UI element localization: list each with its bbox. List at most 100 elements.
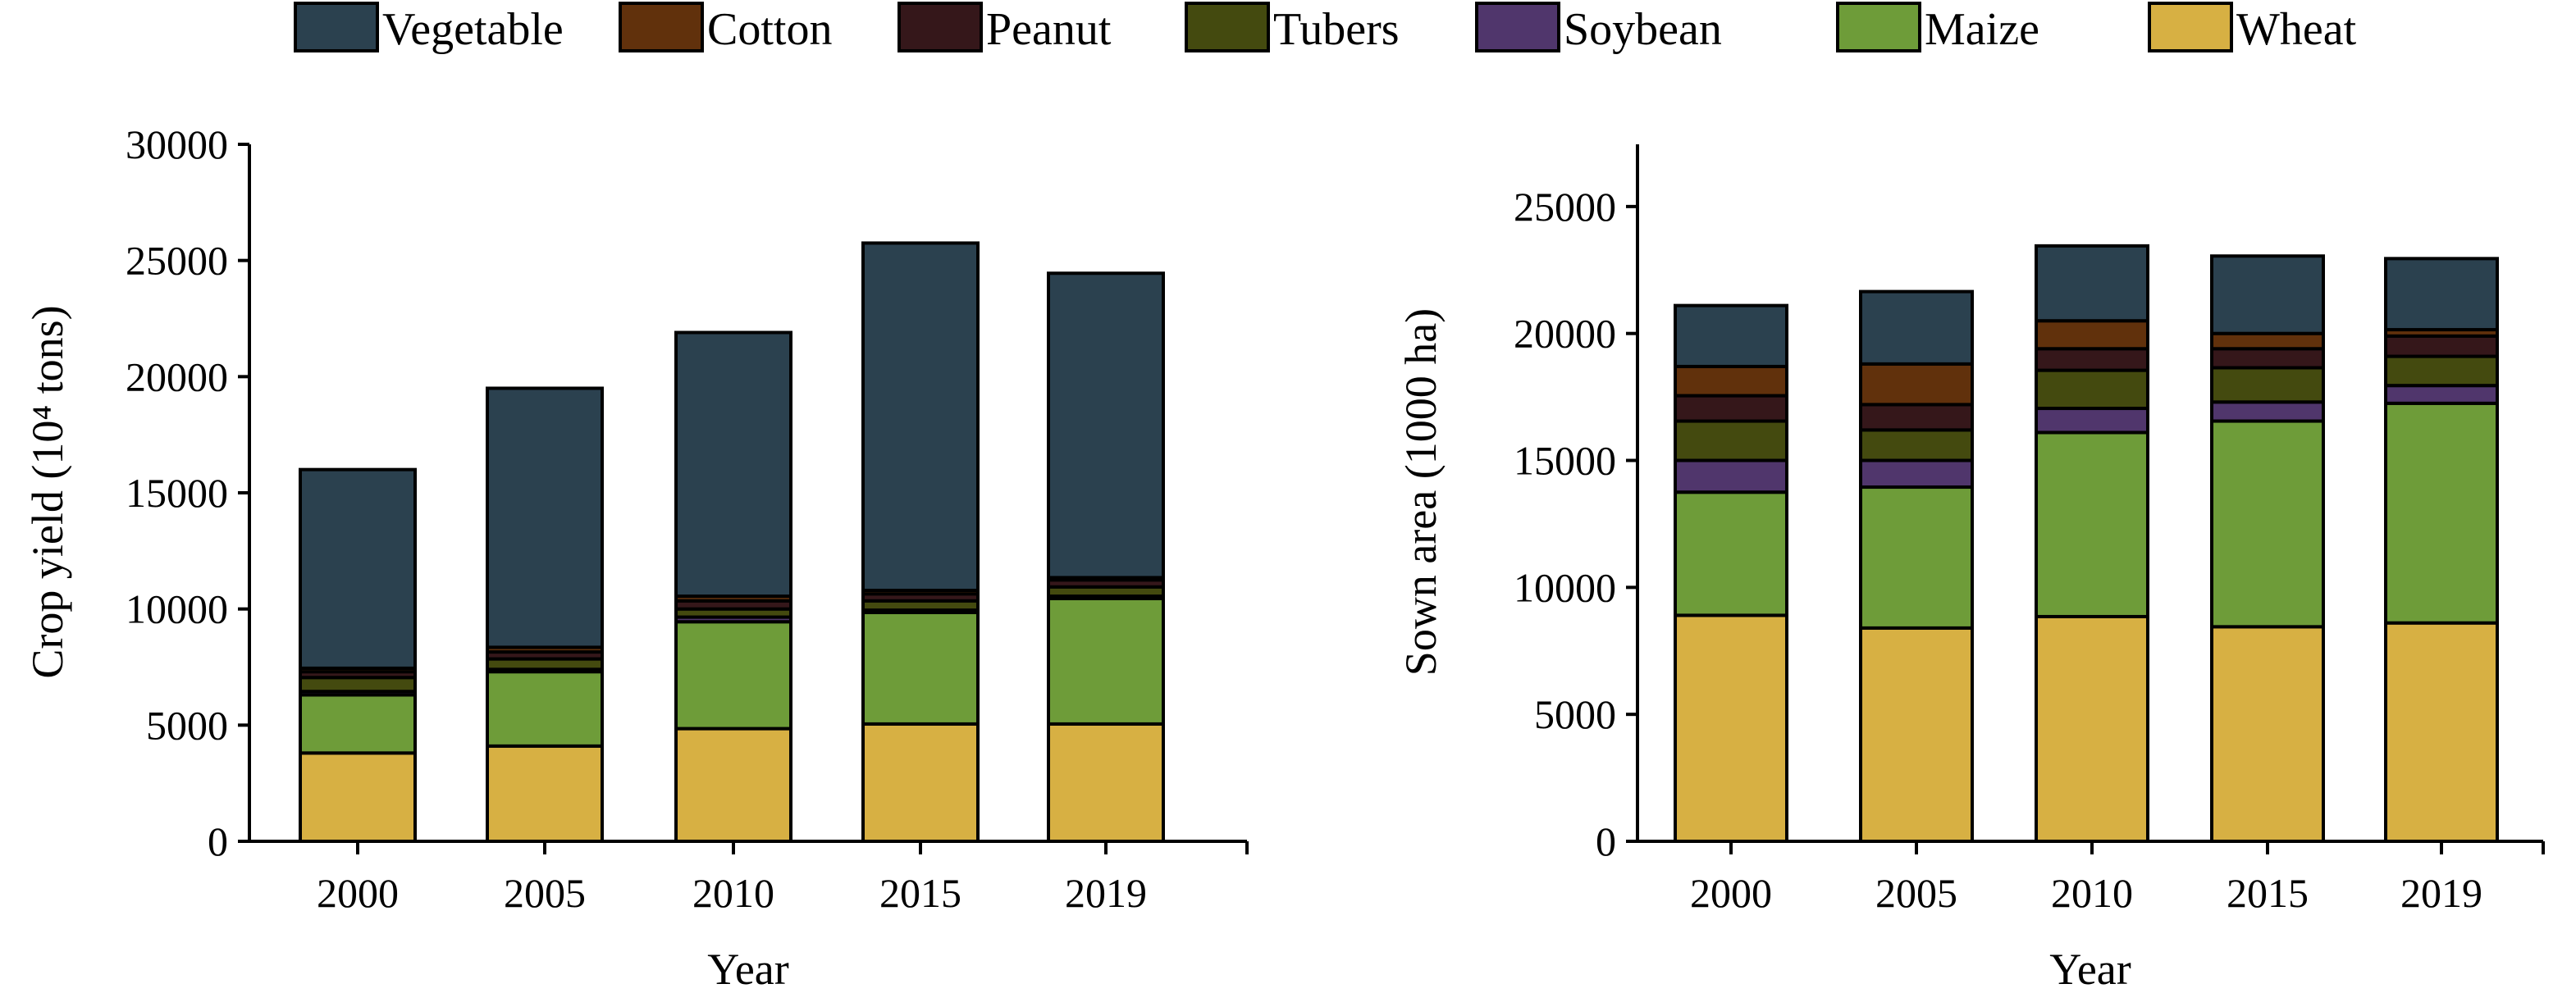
x-tick-label: 2005 <box>1875 870 1957 916</box>
bar-maize-2005 <box>486 670 604 748</box>
y-tick-label: 20000 <box>126 353 228 399</box>
legend-swatch-soybean <box>1475 2 1560 52</box>
bar-peanut-2019 <box>2384 334 2499 358</box>
bar-vegetable-2019 <box>1047 271 1165 580</box>
legend-swatch-peanut <box>897 2 983 52</box>
bar-cotton-2010 <box>2035 319 2149 351</box>
bar-wheat-2005 <box>486 744 604 843</box>
x-tick-label: 2000 <box>317 870 399 916</box>
sown-area-chart: 2000 2005 2010 2015 2019 0 5000 10000 15000 20000… <box>1396 144 2545 993</box>
bar-tubers-2010 <box>2035 368 2149 411</box>
bar-wheat-2000 <box>299 751 417 843</box>
y-tick-label: 20000 <box>1514 311 1616 357</box>
bar-maize-2005 <box>1859 485 1974 630</box>
y-tick-label: 5000 <box>1534 691 1616 737</box>
legend-label-peanut: Peanut <box>986 4 1112 55</box>
legend-swatch-cotton <box>619 2 704 52</box>
legend-label-cotton: Cotton <box>707 4 832 55</box>
y-tick-label: 5000 <box>146 702 228 748</box>
y-tick-label: 30000 <box>126 121 228 167</box>
bar-tubers-2000 <box>299 676 417 694</box>
legend-label-soybean: Soybean <box>1564 4 1722 55</box>
bar-cotton-2000 <box>1674 364 1788 398</box>
legend-swatch-maize <box>1836 2 1921 52</box>
bar-tubers-2005 <box>1859 428 1974 462</box>
bar-soybean-2000 <box>1674 458 1788 494</box>
bar-soybean-2005 <box>1859 458 1974 490</box>
bar-maize-2015 <box>2210 419 2325 629</box>
y-tick-label: 10000 <box>1514 564 1616 610</box>
y-tick-label: 15000 <box>1514 438 1616 484</box>
bar-vegetable-2015 <box>861 241 980 592</box>
x-tick-label: 2000 <box>1690 870 1772 916</box>
bar-peanut-2005 <box>1859 403 1974 432</box>
bar-soybean-2015 <box>2210 400 2325 423</box>
legend-label-wheat: Wheat <box>2236 4 2357 55</box>
crop-yield-chart: 2000 2005 2010 2015 2019 0 5000 10000 15000 20000… <box>23 121 1249 993</box>
bar-wheat-2015 <box>2210 625 2325 844</box>
legend-swatch-tubers <box>1185 2 1270 52</box>
bar-maize-2010 <box>2035 430 2149 618</box>
bar-peanut-2015 <box>2210 347 2325 370</box>
bar-maize-2000 <box>299 693 417 755</box>
legend-item-vegetable: Vegetable <box>294 2 564 55</box>
x-tick-label: 2010 <box>2051 870 2133 916</box>
x-tick-label: 2019 <box>2400 870 2482 916</box>
bar-maize-2000 <box>1674 490 1788 617</box>
bar-maize-2019 <box>1047 596 1165 726</box>
bar-maize-2010 <box>674 620 792 731</box>
bar-vegetable-2010 <box>674 330 792 599</box>
y-tick-label: 10000 <box>126 586 228 632</box>
legend: Vegetable Cotton Peanut Tubers Soybean Maize W… <box>294 2 2357 55</box>
bar-wheat-2010 <box>674 727 792 843</box>
bar-wheat-2015 <box>861 722 980 844</box>
bar-peanut-2000 <box>1674 394 1788 423</box>
bar-soybean-2010 <box>2035 407 2149 435</box>
legend-item-wheat: Wheat <box>2148 2 2357 55</box>
x-axis-label: Year <box>2049 945 2131 993</box>
bar-wheat-2005 <box>1859 626 1974 843</box>
legend-item-cotton: Cotton <box>619 2 832 55</box>
y-axis-label: Sown area (1000 ha) <box>1396 308 1446 676</box>
legend-swatch-wheat <box>2148 2 2233 52</box>
legend-label-vegetable: Vegetable <box>382 4 564 55</box>
y-tick-label: 0 <box>1596 818 1616 864</box>
bar-peanut-2010 <box>2035 347 2149 372</box>
bar-wheat-2010 <box>2035 614 2149 843</box>
y-tick-label: 25000 <box>126 238 228 284</box>
bar-vegetable-2005 <box>1859 289 1974 366</box>
bar-soybean-2019 <box>2384 384 2499 405</box>
legend-item-peanut: Peanut <box>897 2 1112 55</box>
legend-item-soybean: Soybean <box>1475 2 1722 55</box>
legend-label-maize: Maize <box>1925 4 2039 55</box>
y-axis-label: Crop yield (10⁴ tons) <box>23 305 72 678</box>
bar-vegetable-2000 <box>299 467 417 670</box>
bar-cotton-2005 <box>1859 362 1974 407</box>
bar-vegetable-2005 <box>486 386 604 649</box>
legend-label-tubers: Tubers <box>1273 4 1400 55</box>
x-tick-label: 2015 <box>2227 870 2309 916</box>
legend-item-tubers: Tubers <box>1185 2 1400 55</box>
x-tick-label: 2010 <box>692 870 774 916</box>
bar-tubers-2000 <box>1674 419 1788 462</box>
bar-vegetable-2015 <box>2210 254 2325 335</box>
x-tick-label: 2015 <box>879 870 961 916</box>
y-tick-label: 0 <box>208 818 228 864</box>
bar-wheat-2019 <box>2384 621 2499 843</box>
bar-maize-2015 <box>861 610 980 726</box>
bar-vegetable-2019 <box>2384 257 2499 332</box>
y-tick-label: 25000 <box>1514 184 1616 230</box>
x-tick-label: 2005 <box>504 870 586 916</box>
bar-tubers-2015 <box>2210 366 2325 404</box>
y-tick-label: 15000 <box>126 470 228 516</box>
x-tick-label: 2019 <box>1065 870 1147 916</box>
bar-wheat-2000 <box>1674 613 1788 843</box>
legend-swatch-vegetable <box>294 2 379 52</box>
bar-wheat-2019 <box>1047 722 1165 844</box>
bar-vegetable-2000 <box>1674 303 1788 368</box>
bar-tubers-2019 <box>2384 354 2499 388</box>
x-axis-label: Year <box>707 945 789 993</box>
bar-cotton-2015 <box>2210 331 2325 351</box>
bar-vegetable-2010 <box>2035 244 2149 323</box>
